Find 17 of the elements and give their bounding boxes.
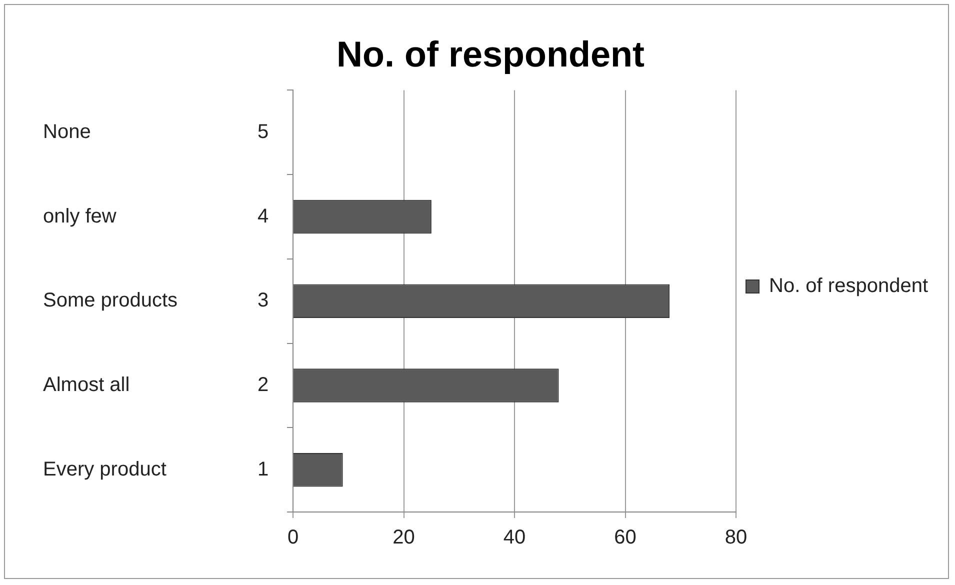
y-tick-label: Some products (43, 290, 178, 312)
text: 3 (257, 290, 269, 312)
y-tick-label: Almost all (43, 374, 130, 396)
x-tick-label: 40 (503, 526, 526, 549)
x-tick-label: 20 (392, 526, 415, 549)
chart-title: No. of respondent (336, 34, 644, 75)
text: 1 (257, 458, 269, 480)
text: 4 (257, 205, 269, 228)
y-tick-label: None (43, 120, 91, 143)
x-tick-label: 60 (614, 526, 636, 549)
y-tick-label: only few (43, 205, 117, 228)
text: 5 (257, 120, 269, 143)
legend-label: No. of respondent (769, 275, 928, 298)
y-tick-label: Every product (43, 458, 167, 480)
x-tick-label: 80 (724, 526, 748, 549)
x-tick-label: 0 (287, 526, 299, 549)
text: 2 (257, 374, 269, 396)
